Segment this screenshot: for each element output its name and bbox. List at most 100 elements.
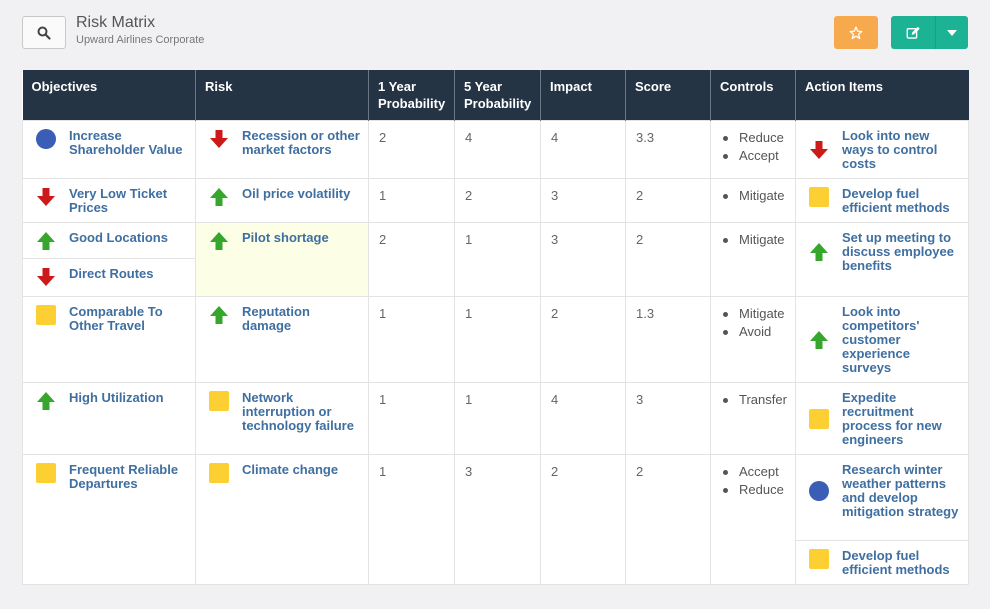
arrow-up-icon [808, 329, 830, 351]
objective-item[interactable]: Good Locations [23, 223, 195, 258]
action-item[interactable]: Develop fuel efficient methods [796, 541, 968, 583]
action-item-label[interactable]: Develop fuel efficient methods [842, 548, 950, 577]
action-item[interactable]: Expedite recruitment process for new eng… [796, 383, 968, 453]
risk-item-label[interactable]: Oil price volatility [242, 186, 351, 201]
objective-item-label[interactable]: High Utilization [69, 390, 164, 405]
five-year-probability-cell: 1 [454, 296, 541, 383]
square-icon [808, 186, 830, 208]
controls-cell: Accept Reduce [710, 454, 796, 585]
square-icon [208, 462, 230, 484]
objective-item-label[interactable]: Direct Routes [69, 266, 154, 281]
arrow-down-icon [808, 139, 830, 161]
action-item[interactable]: Set up meeting to discuss employee benef… [796, 223, 968, 279]
search-button[interactable] [22, 16, 66, 49]
column-header-risk[interactable]: Risk [195, 70, 369, 121]
controls-list: Accept Reduce [721, 463, 785, 499]
column-header-impact[interactable]: Impact [540, 70, 626, 121]
action-item-label[interactable]: Look into competitors' customer experien… [842, 304, 920, 375]
one-year-probability-cell: 1 [368, 382, 455, 455]
objectives-cell: Increase Shareholder Value [22, 120, 196, 179]
table-row: Increase Shareholder Value Recession or o… [22, 120, 969, 179]
favorite-button[interactable] [834, 16, 878, 49]
action-item-label[interactable]: Set up meeting to discuss employee benef… [842, 230, 954, 273]
arrow-up-icon [208, 304, 230, 326]
risk-item[interactable]: Reputation damage [196, 297, 368, 339]
objective-item[interactable]: Increase Shareholder Value [23, 121, 195, 163]
column-header-controls[interactable]: Controls [710, 70, 796, 121]
column-header-action-items[interactable]: Action Items [795, 70, 969, 121]
action-items-cell: Set up meeting to discuss employee benef… [795, 222, 969, 297]
risk-item-label[interactable]: Recession or other market factors [242, 128, 360, 157]
objective-item[interactable]: Frequent Reliable Departures [23, 455, 195, 497]
search-icon [37, 26, 51, 40]
risk-item[interactable]: Oil price volatility [196, 179, 368, 214]
action-items-cell: Develop fuel efficient methods [795, 178, 969, 223]
objective-item-label[interactable]: Good Locations [69, 230, 168, 245]
score-cell: 1.3 [625, 296, 711, 383]
risk-item-label[interactable]: Pilot shortage [242, 230, 329, 245]
controls-cell: Mitigate [710, 178, 796, 223]
column-header-5-year-probability[interactable]: 5 Year Probability [454, 70, 541, 121]
arrow-up-icon [208, 230, 230, 252]
five-year-probability-cell: 2 [454, 178, 541, 223]
five-year-probability-cell: 1 [454, 382, 541, 455]
action-item-label[interactable]: Expedite recruitment process for new eng… [842, 390, 942, 447]
arrow-up-icon [35, 230, 57, 252]
one-year-probability-cell: 1 [368, 178, 455, 223]
risk-item-label[interactable]: Network interruption or technology failu… [242, 390, 354, 433]
arrow-up-icon [808, 241, 830, 263]
impact-cell: 2 [540, 296, 626, 383]
column-header-objectives[interactable]: Objectives [22, 70, 196, 121]
square-icon [208, 390, 230, 412]
controls-list: Mitigate [721, 187, 785, 205]
risk-cell: Reputation damage [195, 296, 369, 383]
objectives-cell: Good Locations Direct Routes [22, 222, 196, 297]
arrow-down-icon [208, 128, 230, 150]
objective-item-label[interactable]: Comparable To Other Travel [69, 304, 163, 333]
action-item[interactable]: Research winter weather patterns and dev… [796, 455, 968, 525]
control-item: Accept [721, 147, 785, 165]
action-item-label[interactable]: Develop fuel efficient methods [842, 186, 950, 215]
action-item[interactable]: Look into competitors' customer experien… [796, 297, 968, 381]
control-item: Accept [721, 463, 785, 481]
controls-cell: Mitigate [710, 222, 796, 297]
risk-item[interactable]: Climate change [196, 455, 368, 490]
edit-options-dropdown[interactable] [935, 16, 968, 49]
objective-item-label[interactable]: Very Low Ticket Prices [69, 186, 168, 215]
action-item[interactable]: Look into new ways to control costs [796, 121, 968, 177]
circle-icon [35, 128, 57, 150]
risk-matrix-table: Objectives Risk 1 Year Probability 5 Yea… [22, 70, 969, 585]
controls-list: Reduce Accept [721, 129, 785, 165]
control-item: Mitigate [721, 305, 785, 323]
risk-item[interactable]: Recession or other market factors [196, 121, 368, 163]
score-cell: 3 [625, 382, 711, 455]
objective-item-label[interactable]: Increase Shareholder Value [69, 128, 183, 157]
square-icon [35, 304, 57, 326]
control-item: Reduce [721, 129, 785, 147]
risk-item-label[interactable]: Climate change [242, 462, 339, 477]
table-header-row: Objectives Risk 1 Year Probability 5 Yea… [22, 70, 969, 121]
action-items-cell: Expedite recruitment process for new eng… [795, 382, 969, 455]
objective-item[interactable]: Direct Routes [23, 259, 195, 294]
action-item-label[interactable]: Research winter weather patterns and dev… [842, 462, 959, 519]
risk-item[interactable]: Network interruption or technology failu… [196, 383, 368, 439]
impact-cell: 3 [540, 222, 626, 297]
risk-cell: Recession or other market factors [195, 120, 369, 179]
risk-item[interactable]: Pilot shortage [196, 223, 368, 258]
risk-item-label[interactable]: Reputation damage [242, 304, 310, 333]
controls-cell: Reduce Accept [710, 120, 796, 179]
objective-item[interactable]: Very Low Ticket Prices [23, 179, 195, 221]
square-icon [35, 462, 57, 484]
action-item[interactable]: Develop fuel efficient methods [796, 179, 968, 221]
column-header-score[interactable]: Score [625, 70, 711, 121]
objective-item-label[interactable]: Frequent Reliable Departures [69, 462, 179, 491]
one-year-probability-cell: 1 [368, 296, 455, 383]
action-item-label[interactable]: Look into new ways to control costs [842, 128, 938, 171]
objective-item[interactable]: High Utilization [23, 383, 195, 418]
five-year-probability-cell: 3 [454, 454, 541, 585]
objective-item[interactable]: Comparable To Other Travel [23, 297, 195, 339]
edit-button[interactable] [891, 16, 935, 49]
column-header-1-year-probability[interactable]: 1 Year Probability [368, 70, 455, 121]
control-item: Mitigate [721, 187, 785, 205]
square-icon [808, 408, 830, 430]
